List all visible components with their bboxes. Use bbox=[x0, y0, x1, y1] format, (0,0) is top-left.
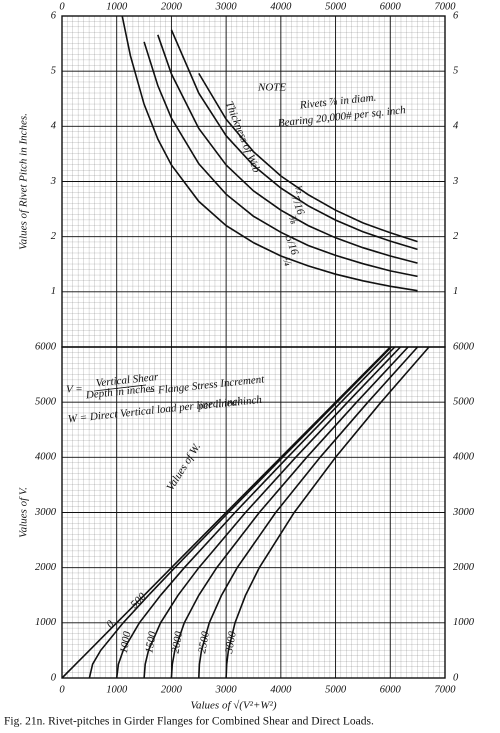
curve-label: 1500 bbox=[143, 630, 159, 654]
x-tick-label: 2000 bbox=[161, 684, 183, 695]
caption: Fig. 21n. Rivet-pitches in Girder Flange… bbox=[4, 716, 374, 728]
y-tick-label: 5000 bbox=[35, 397, 57, 408]
curve-label: 2000 bbox=[170, 630, 186, 654]
curve bbox=[170, 29, 418, 251]
x-tick-label: 6000 bbox=[380, 684, 402, 695]
y-tick-label-right: 3 bbox=[452, 176, 458, 187]
y-tick-label-right: 5000 bbox=[453, 397, 475, 408]
x-tick-label: 5000 bbox=[325, 1, 347, 12]
curve bbox=[157, 34, 418, 264]
x-tick-label: 5000 bbox=[325, 684, 347, 695]
y-tick-label-right: 6000 bbox=[453, 341, 475, 352]
y-tick-label-right: 2 bbox=[453, 231, 459, 242]
x-tick-label: 4000 bbox=[270, 1, 292, 12]
y-tick-label: 6 bbox=[51, 10, 57, 21]
curve bbox=[121, 15, 418, 292]
x-tick-label: 1000 bbox=[106, 1, 128, 12]
y-tick-label: 4 bbox=[51, 121, 57, 132]
x-axis-title: Values of √(V²+W²) bbox=[190, 700, 276, 712]
y-tick-label-right: 1000 bbox=[453, 617, 475, 628]
y-tick-label: 4000 bbox=[35, 452, 57, 463]
y-tick-label-right: 6 bbox=[453, 10, 459, 21]
y-tick-label-right: 4000 bbox=[453, 452, 475, 463]
curve bbox=[115, 346, 396, 679]
y-tick-label: 3000 bbox=[34, 507, 57, 518]
plot-frame bbox=[61, 346, 446, 679]
curve-label: 3000 bbox=[223, 630, 239, 655]
y-tick-label: 5 bbox=[51, 66, 56, 77]
curve-label: ¼ bbox=[280, 256, 294, 268]
y-tick-label-right: 4 bbox=[453, 121, 459, 132]
curve bbox=[143, 346, 401, 679]
curve bbox=[61, 346, 391, 679]
x-tick-label: 7000 bbox=[435, 684, 457, 695]
y-axis-title: Values of Rivet Pitch in Inches. bbox=[18, 113, 30, 250]
x-tick-label: 0 bbox=[59, 684, 65, 695]
annotation: V = bbox=[66, 384, 83, 396]
y-tick-label: 1 bbox=[51, 286, 56, 297]
y-tick-label-right: 5 bbox=[453, 66, 458, 77]
x-tick-label: 2000 bbox=[161, 1, 183, 12]
curve-label: ⅜ bbox=[286, 214, 300, 226]
y-axis-title: Values of V. bbox=[18, 487, 30, 538]
y-tick-label-right: 1 bbox=[453, 286, 458, 297]
y-tick-label: 2 bbox=[51, 231, 57, 242]
curve bbox=[143, 41, 418, 278]
y-tick-label: 0 bbox=[51, 672, 57, 683]
curve bbox=[198, 72, 418, 243]
annotation: NOTE bbox=[257, 82, 286, 94]
y-tick-label: 3 bbox=[50, 176, 56, 187]
curve-label: 2500 bbox=[196, 630, 212, 654]
x-tick-label: 7000 bbox=[435, 1, 457, 12]
fraction-bar bbox=[93, 384, 147, 392]
x-tick-label: 4000 bbox=[270, 684, 292, 695]
y-tick-label: 6000 bbox=[35, 341, 57, 352]
y-tick-label-right: 3000 bbox=[452, 507, 475, 518]
x-tick-label: 3000 bbox=[215, 1, 238, 12]
y-tick-label: 1000 bbox=[35, 617, 57, 628]
x-tick-label: 1000 bbox=[106, 684, 128, 695]
y-tick-label: 2000 bbox=[35, 562, 57, 573]
curve bbox=[170, 346, 409, 679]
x-tick-label: 0 bbox=[59, 1, 65, 12]
curve-label: ½ bbox=[292, 184, 306, 196]
y-tick-label-right: 2000 bbox=[453, 562, 475, 573]
curve bbox=[198, 346, 419, 679]
x-tick-label: 3000 bbox=[215, 684, 238, 695]
y-tick-label-right: 0 bbox=[453, 672, 459, 683]
curve-label: 1000 bbox=[118, 630, 134, 654]
curve bbox=[225, 346, 430, 679]
curve bbox=[88, 346, 392, 679]
x-tick-label: 6000 bbox=[380, 1, 402, 12]
